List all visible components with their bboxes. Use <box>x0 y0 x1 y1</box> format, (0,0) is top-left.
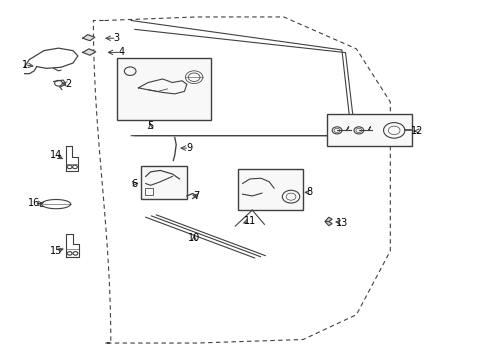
Polygon shape <box>83 49 96 55</box>
Text: 7: 7 <box>194 191 200 201</box>
Text: 15: 15 <box>50 246 62 256</box>
Polygon shape <box>325 217 332 221</box>
Text: 6: 6 <box>131 179 138 189</box>
Text: 4: 4 <box>119 48 124 57</box>
Text: 2: 2 <box>65 79 72 89</box>
Text: 5: 5 <box>147 121 154 131</box>
Bar <box>327 114 412 146</box>
Text: 13: 13 <box>336 217 348 228</box>
Text: 8: 8 <box>306 188 313 197</box>
Text: 11: 11 <box>244 216 256 226</box>
Text: 9: 9 <box>186 143 193 153</box>
Bar <box>238 169 303 210</box>
Text: 1: 1 <box>22 60 27 70</box>
Text: 3: 3 <box>114 33 120 43</box>
Text: 10: 10 <box>188 234 200 243</box>
Text: 12: 12 <box>411 126 423 136</box>
Text: 16: 16 <box>28 198 40 208</box>
Bar <box>141 166 187 199</box>
Text: 14: 14 <box>50 150 62 160</box>
Bar <box>145 188 153 195</box>
Polygon shape <box>83 35 95 41</box>
Bar <box>117 58 211 120</box>
Polygon shape <box>325 221 332 226</box>
